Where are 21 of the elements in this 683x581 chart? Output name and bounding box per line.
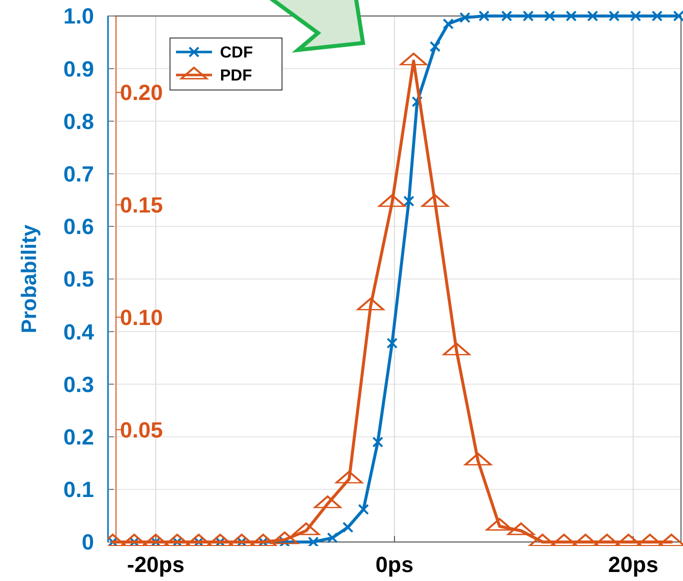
y-tick-label: 0.3 <box>63 372 94 397</box>
y2-tick-label: 0.20 <box>120 80 163 106</box>
y-tick-label: 0.9 <box>63 56 94 82</box>
y2-tick-label: 0.10 <box>120 304 163 330</box>
y-tick-label: 0.2 <box>63 424 94 450</box>
y-tick-label: 0.1 <box>63 477 94 502</box>
legend-label: PDF <box>220 68 252 85</box>
y-tick-label: 0.8 <box>63 108 94 134</box>
x-tick-label: 20ps <box>608 552 658 577</box>
y-tick-label: 0.6 <box>63 214 94 240</box>
y-tick-label: 0.5 <box>63 266 94 292</box>
y2-tick-label: 0.05 <box>120 417 163 442</box>
y-axis-title: Probability <box>18 224 41 334</box>
y-tick-label: 0.7 <box>63 162 94 186</box>
y-tick-label: 0.4 <box>63 319 95 344</box>
y-tick-label: 0 <box>82 530 94 555</box>
y-tick-label: 1.0 <box>63 4 94 29</box>
legend-label: CDF <box>220 44 254 62</box>
x-tick-label: -20ps <box>127 552 184 577</box>
y2-tick-label: 0.15 <box>120 192 163 218</box>
x-tick-label: 0ps <box>376 552 414 577</box>
